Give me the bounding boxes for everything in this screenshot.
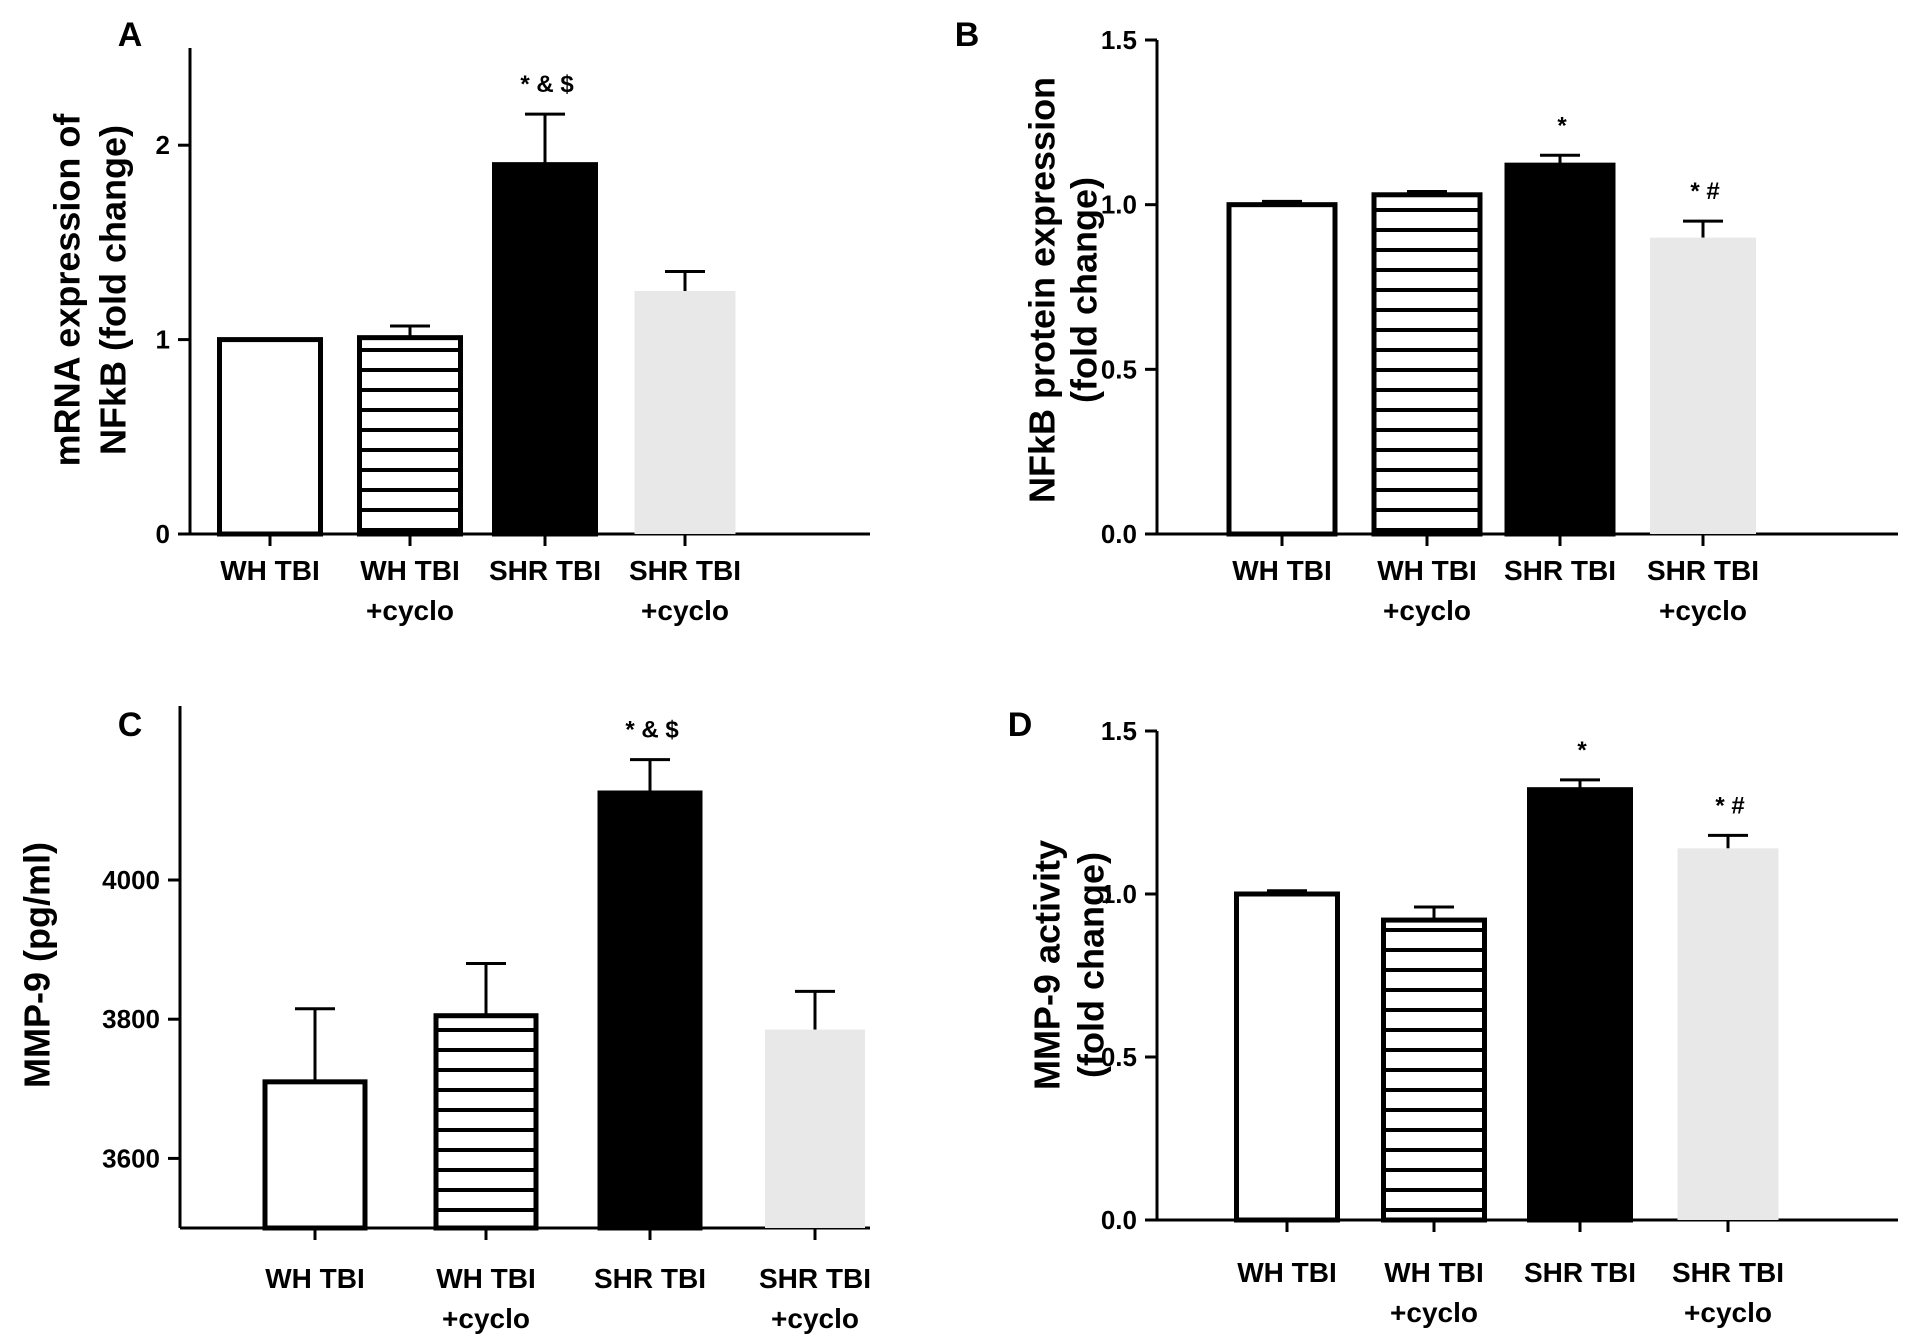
bar (765, 1029, 865, 1228)
y-axis-title: (fold change) (1071, 852, 1112, 1078)
category-label: +cyclo (1659, 595, 1747, 626)
bar (1226, 202, 1338, 537)
category-label: WH TBI (360, 555, 460, 586)
bar (1527, 787, 1633, 1223)
panel-label: C (118, 706, 143, 744)
category-label: SHR TBI (594, 1263, 706, 1294)
panel-label: D (1008, 706, 1033, 744)
y-tick-label: 0.0 (1101, 519, 1137, 549)
bar (1381, 917, 1487, 1223)
panel-a: A 0 1 2 WH TBI WH TBI +cyclo * & $ SHR TBI SHR TB… (47, 16, 870, 626)
category-label: SHR TBI (1647, 555, 1759, 586)
y-tick-label: 0 (156, 519, 170, 549)
panel-d: D 0.0 0.5 1.0 1.5 WH TBI WH TBI +cyclo * SHR TBI *… (1008, 706, 1898, 1328)
significance-label: * & $ (625, 717, 679, 744)
category-label: WH TBI (1237, 1257, 1337, 1288)
y-tick-label: 0.5 (1101, 354, 1137, 384)
significance-label: * (1557, 112, 1567, 139)
panel-c: C 3600 3800 4000 WH TBI WH TBI +cyclo * & $ SHR … (17, 706, 871, 1334)
y-tick-label: 2 (156, 130, 170, 160)
category-label: +cyclo (442, 1303, 530, 1334)
significance-label: * (1577, 737, 1587, 764)
category-label: SHR TBI (1524, 1257, 1636, 1288)
category-label: WH TBI (1377, 555, 1477, 586)
category-label: +cyclo (1684, 1297, 1772, 1328)
y-axis-title: NFkB protein expression (1022, 77, 1063, 503)
y-tick-label: 0.0 (1101, 1205, 1137, 1235)
y-tick-label: 1.5 (1101, 716, 1137, 746)
panel-b: B 0.0 0.5 1.0 1.5 WH TBI WH TBI +cyclo * SHR TBI *… (955, 16, 1898, 626)
y-tick-label: 3600 (102, 1143, 160, 1173)
y-tick-label: 1.5 (1101, 25, 1137, 55)
category-label: SHR TBI (759, 1263, 871, 1294)
significance-label: * # (1690, 178, 1719, 205)
y-axis-title: MMP-9 (pg/ml) (17, 842, 58, 1088)
bar (634, 291, 736, 534)
bar (262, 1079, 368, 1231)
y-tick-label: 1.0 (1101, 190, 1137, 220)
y-tick-label: 1 (156, 325, 170, 355)
bar (1504, 162, 1616, 537)
bar (357, 335, 463, 537)
bar (217, 337, 323, 537)
significance-label: * # (1715, 792, 1744, 819)
category-label: WH TBI (220, 555, 320, 586)
y-tick-label: 0.5 (1101, 1042, 1137, 1072)
significance-label: * & $ (520, 71, 574, 98)
category-label: WH TBI (1384, 1257, 1484, 1288)
y-tick-label: 4000 (102, 865, 160, 895)
category-label: SHR TBI (629, 555, 741, 586)
y-axis-title: NFkB (fold change) (93, 125, 134, 455)
y-axis-title: MMP-9 activity (1027, 840, 1068, 1090)
category-label: SHR TBI (1672, 1257, 1784, 1288)
bar (1650, 237, 1756, 534)
category-label: +cyclo (1383, 595, 1471, 626)
bar (1371, 192, 1483, 537)
bar (492, 162, 598, 537)
category-label: WH TBI (1232, 555, 1332, 586)
bar (1677, 848, 1779, 1220)
category-label: SHR TBI (489, 555, 601, 586)
category-label: +cyclo (366, 595, 454, 626)
y-tick-label: 1.0 (1101, 879, 1137, 909)
category-label: SHR TBI (1504, 555, 1616, 586)
y-axis-title: (fold change) (1064, 177, 1105, 403)
bar (433, 1013, 539, 1231)
category-label: +cyclo (641, 595, 729, 626)
category-label: WH TBI (436, 1263, 536, 1294)
bar (597, 790, 703, 1231)
bar (1234, 891, 1340, 1223)
y-axis-title: mRNA expression of (47, 113, 88, 467)
panel-label: B (955, 16, 980, 54)
category-label: +cyclo (771, 1303, 859, 1334)
category-label: WH TBI (265, 1263, 365, 1294)
category-label: +cyclo (1390, 1297, 1478, 1328)
y-tick-label: 3800 (102, 1004, 160, 1034)
panel-label: A (118, 16, 143, 54)
